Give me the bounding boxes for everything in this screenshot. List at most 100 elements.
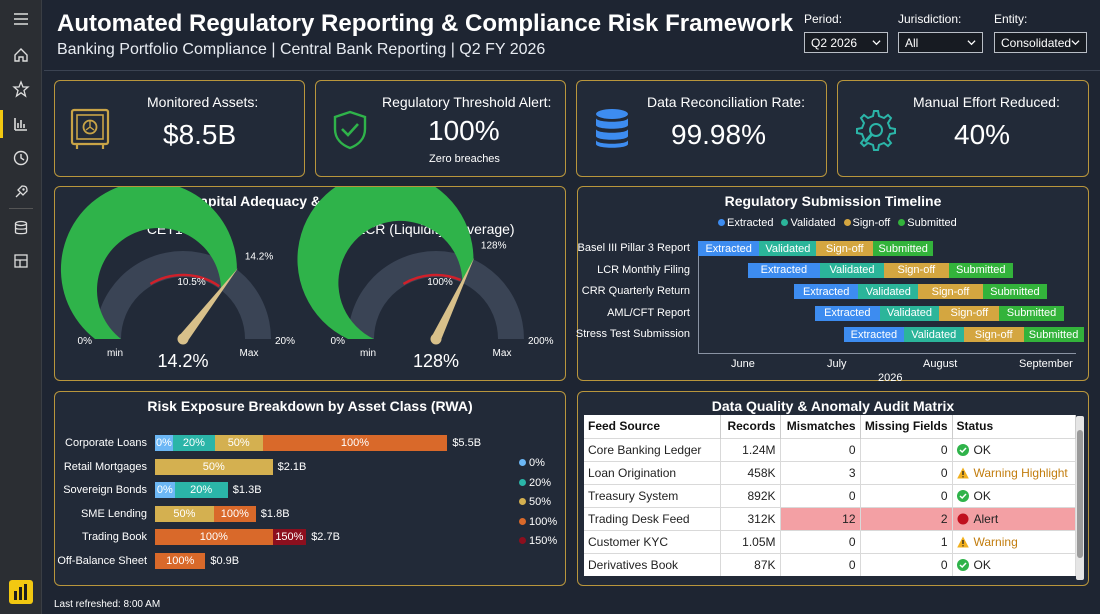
entity-dropdown[interactable]: Consolidated [994, 32, 1087, 53]
table-row[interactable]: Loan Origination 458K 3 0 Warning Highlight [584, 460, 1076, 484]
risk-bar-segment[interactable]: 50% [155, 505, 214, 522]
column-header-status[interactable]: Status [952, 415, 1076, 438]
jurisdiction-dropdown[interactable]: All [898, 32, 983, 53]
risk-bar-segment[interactable]: 0% [155, 482, 175, 499]
risk-bar-segment[interactable]: 100% [213, 505, 256, 522]
table-row[interactable]: Core Banking Ledger 1.24M 0 0 OK [584, 437, 1076, 461]
kpi-card-manual-effort[interactable]: Manual Effort Reduced: 40% [837, 80, 1089, 177]
asset-class-label: Trading Book [81, 531, 147, 544]
timeline-row-label: Basel III Pillar 3 Report [577, 242, 691, 254]
jurisdiction-filter-label: Jurisdiction: [898, 12, 962, 26]
risk-bar-segment[interactable]: 50% [214, 435, 263, 451]
risk-bar-segment[interactable]: 50% [155, 458, 273, 475]
table-cell-status: OK [952, 483, 1076, 507]
timeline-segment[interactable]: Validated [759, 241, 817, 256]
column-header-records[interactable]: Records [720, 415, 781, 438]
kpi-value: $8.5B [163, 119, 237, 150]
timeline-axis-y [698, 241, 699, 353]
table-cell-mismatches: 0 [780, 437, 861, 461]
risk-bar-segment[interactable]: 20% [172, 435, 215, 451]
timeline-segment[interactable]: Validated [819, 262, 885, 278]
table-cell-records: 1.05M [720, 529, 781, 553]
column-header-mismatches[interactable]: Mismatches [780, 415, 861, 438]
gauge-max-word: Max [493, 348, 512, 359]
table-cell-missing: 0 [860, 460, 953, 484]
status-label: OK [973, 488, 991, 503]
risk-bar-segment[interactable]: 150% [272, 529, 307, 546]
timeline-segment[interactable]: Validated [879, 305, 940, 321]
menu-icon[interactable] [6, 4, 36, 34]
timeline-axis [698, 352, 1076, 354]
legend-item: Sign-off [843, 217, 890, 229]
audit-matrix-table: Feed Source Records Mismatches Missing F… [584, 415, 1076, 576]
bar-chart-icon[interactable] [6, 109, 36, 139]
table-row[interactable]: Trading Desk Feed 312K 12 2 Alert [584, 506, 1076, 530]
table-scrollbar[interactable] [1076, 416, 1084, 580]
home-icon[interactable] [6, 40, 36, 70]
legend-swatch [519, 459, 526, 466]
table-row[interactable]: Customer KYC 1.05M 0 1 Warning [584, 529, 1076, 553]
timeline-segment[interactable]: Sign-off [963, 327, 1024, 342]
panel-title: Risk Exposure Breakdown by Asset Class (… [147, 398, 473, 414]
table-cell-source: Loan Origination [584, 460, 721, 484]
risk-bar-segment[interactable]: 0% [155, 435, 173, 451]
star-icon[interactable] [6, 74, 36, 104]
timeline-month-label: July [827, 357, 847, 370]
table-row[interactable]: Derivatives Book 87K 0 0 OK [584, 552, 1076, 576]
legend-label: 50% [529, 496, 552, 508]
timeline-row-label: Stress Test Submission [575, 328, 690, 340]
table-row[interactable]: Treasury System 892K 0 0 OK [584, 483, 1076, 507]
timeline-segment[interactable]: Submitted [948, 262, 1013, 278]
risk-bar-segment[interactable]: 100% [155, 553, 206, 569]
legend-label: 20% [529, 476, 552, 489]
clock-icon[interactable] [6, 143, 36, 173]
timeline-month-label: September [1019, 357, 1073, 370]
table-cell-status: OK [952, 437, 1076, 461]
timeline-segment[interactable]: Submitted [873, 241, 934, 256]
kpi-card-reconciliation-rate[interactable]: Data Reconciliation Rate: 99.98% [576, 80, 827, 177]
timeline-segment[interactable]: Submitted [982, 284, 1048, 299]
gauge-target-arc [149, 273, 220, 288]
table-cell-mismatches: 3 [780, 460, 861, 484]
table-cell-source: Core Banking Ledger [584, 437, 721, 461]
timeline-segment[interactable]: Submitted [999, 305, 1064, 321]
kpi-card-threshold-alert[interactable]: Regulatory Threshold Alert: 100% Zero br… [315, 80, 566, 177]
timeline-segment[interactable]: Extracted [747, 262, 820, 278]
kpi-card-monitored-assets[interactable]: Monitored Assets: $8.5B [54, 80, 305, 177]
legend-swatch [519, 517, 526, 525]
timeline-segment[interactable]: Extracted [794, 284, 859, 299]
timeline-segment[interactable]: Extracted [698, 241, 760, 256]
timeline-segment[interactable]: Sign-off [816, 241, 874, 256]
scrollbar-thumb[interactable] [1077, 430, 1083, 558]
period-dropdown[interactable]: Q2 2026 [804, 32, 888, 53]
table-cell-source: Treasury System [584, 483, 721, 507]
timeline-segment[interactable]: Extracted [815, 305, 880, 321]
header-divider [44, 70, 1100, 71]
timeline-segment[interactable]: Sign-off [884, 262, 949, 278]
timeline-segment[interactable]: Sign-off [918, 284, 983, 299]
entity-filter-label: Entity: [994, 12, 1028, 26]
column-header-feed-source[interactable]: Feed Source [584, 415, 721, 438]
powerbi-logo-icon [9, 580, 33, 604]
risk-bar-segment[interactable]: 20% [174, 482, 228, 499]
asset-class-label: Corporate Loans [65, 437, 147, 449]
table-cell-records: 892K [720, 483, 781, 507]
table-cell-status: Warning [952, 529, 1076, 553]
risk-legend-item: 100% [519, 516, 557, 528]
timeline-segment[interactable]: Submitted [1023, 327, 1084, 342]
timeline-segment[interactable]: Extracted [843, 327, 904, 342]
risk-legend-item: 50% [519, 496, 551, 508]
risk-bar-segment[interactable]: 100% [262, 435, 448, 451]
timeline-segment[interactable]: Validated [903, 327, 964, 342]
timeline-segment[interactable]: Validated [858, 284, 919, 299]
timeline-segment[interactable]: Sign-off [939, 305, 1000, 321]
column-header-missing-fields[interactable]: Missing Fields [860, 415, 953, 438]
layout-icon[interactable] [6, 246, 36, 276]
database-icon[interactable] [6, 213, 36, 243]
submission-timeline-panel: Regulatory Submission Timeline Extracted… [575, 186, 1089, 384]
panel-title: Data Quality & Anomaly Audit Matrix [711, 398, 955, 414]
risk-bar-segment[interactable]: 100% [155, 529, 273, 546]
check-circle-icon [956, 443, 969, 456]
kpi-subtext: Zero breaches [429, 153, 500, 165]
rocket-icon[interactable] [6, 177, 36, 207]
